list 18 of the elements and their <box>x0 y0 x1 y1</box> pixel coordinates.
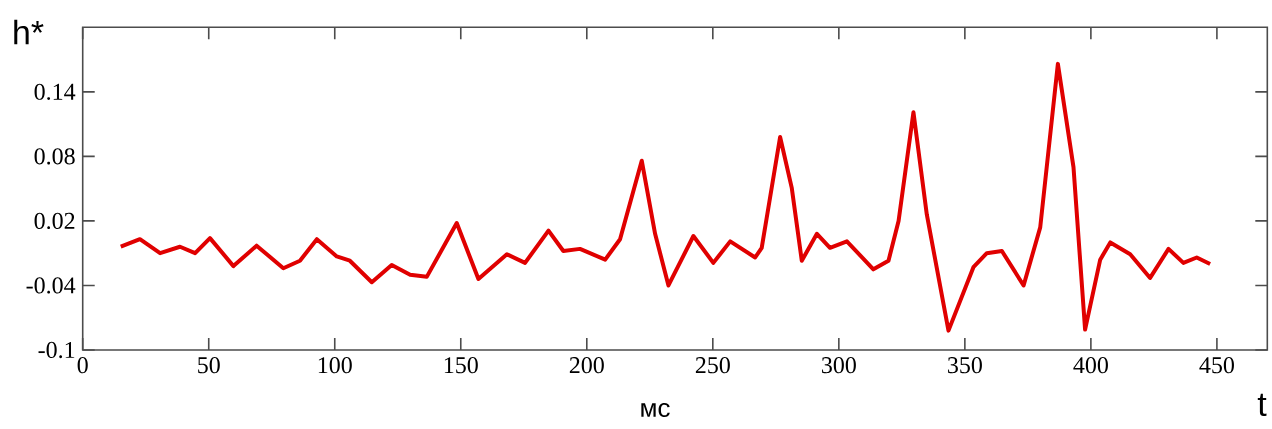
y-tick-label: 0.14 <box>34 83 76 100</box>
x-axis-title: t <box>1257 393 1267 417</box>
x-tick-label: 350 <box>948 357 982 374</box>
x-tick-label: 250 <box>695 357 730 374</box>
x-tick-label: 300 <box>822 357 856 374</box>
x-tick-label: 0 <box>77 357 88 374</box>
y-tick-label: -0.1 <box>38 341 75 359</box>
x-tick-label: 400 <box>1073 357 1108 374</box>
y-tick-label: 0.02 <box>34 212 75 230</box>
y-tick-label: -0.04 <box>26 277 76 294</box>
y-tick-label: 0.08 <box>34 148 75 165</box>
x-tick-label: 450 <box>1199 357 1234 374</box>
text: мс <box>641 402 670 418</box>
x-tick-label: 50 <box>198 357 220 374</box>
y-axis-title: h* <box>14 19 44 45</box>
x-tick-label: 200 <box>569 357 604 374</box>
x-tick-label: 150 <box>444 357 478 374</box>
x-tick-label: 100 <box>318 357 352 374</box>
